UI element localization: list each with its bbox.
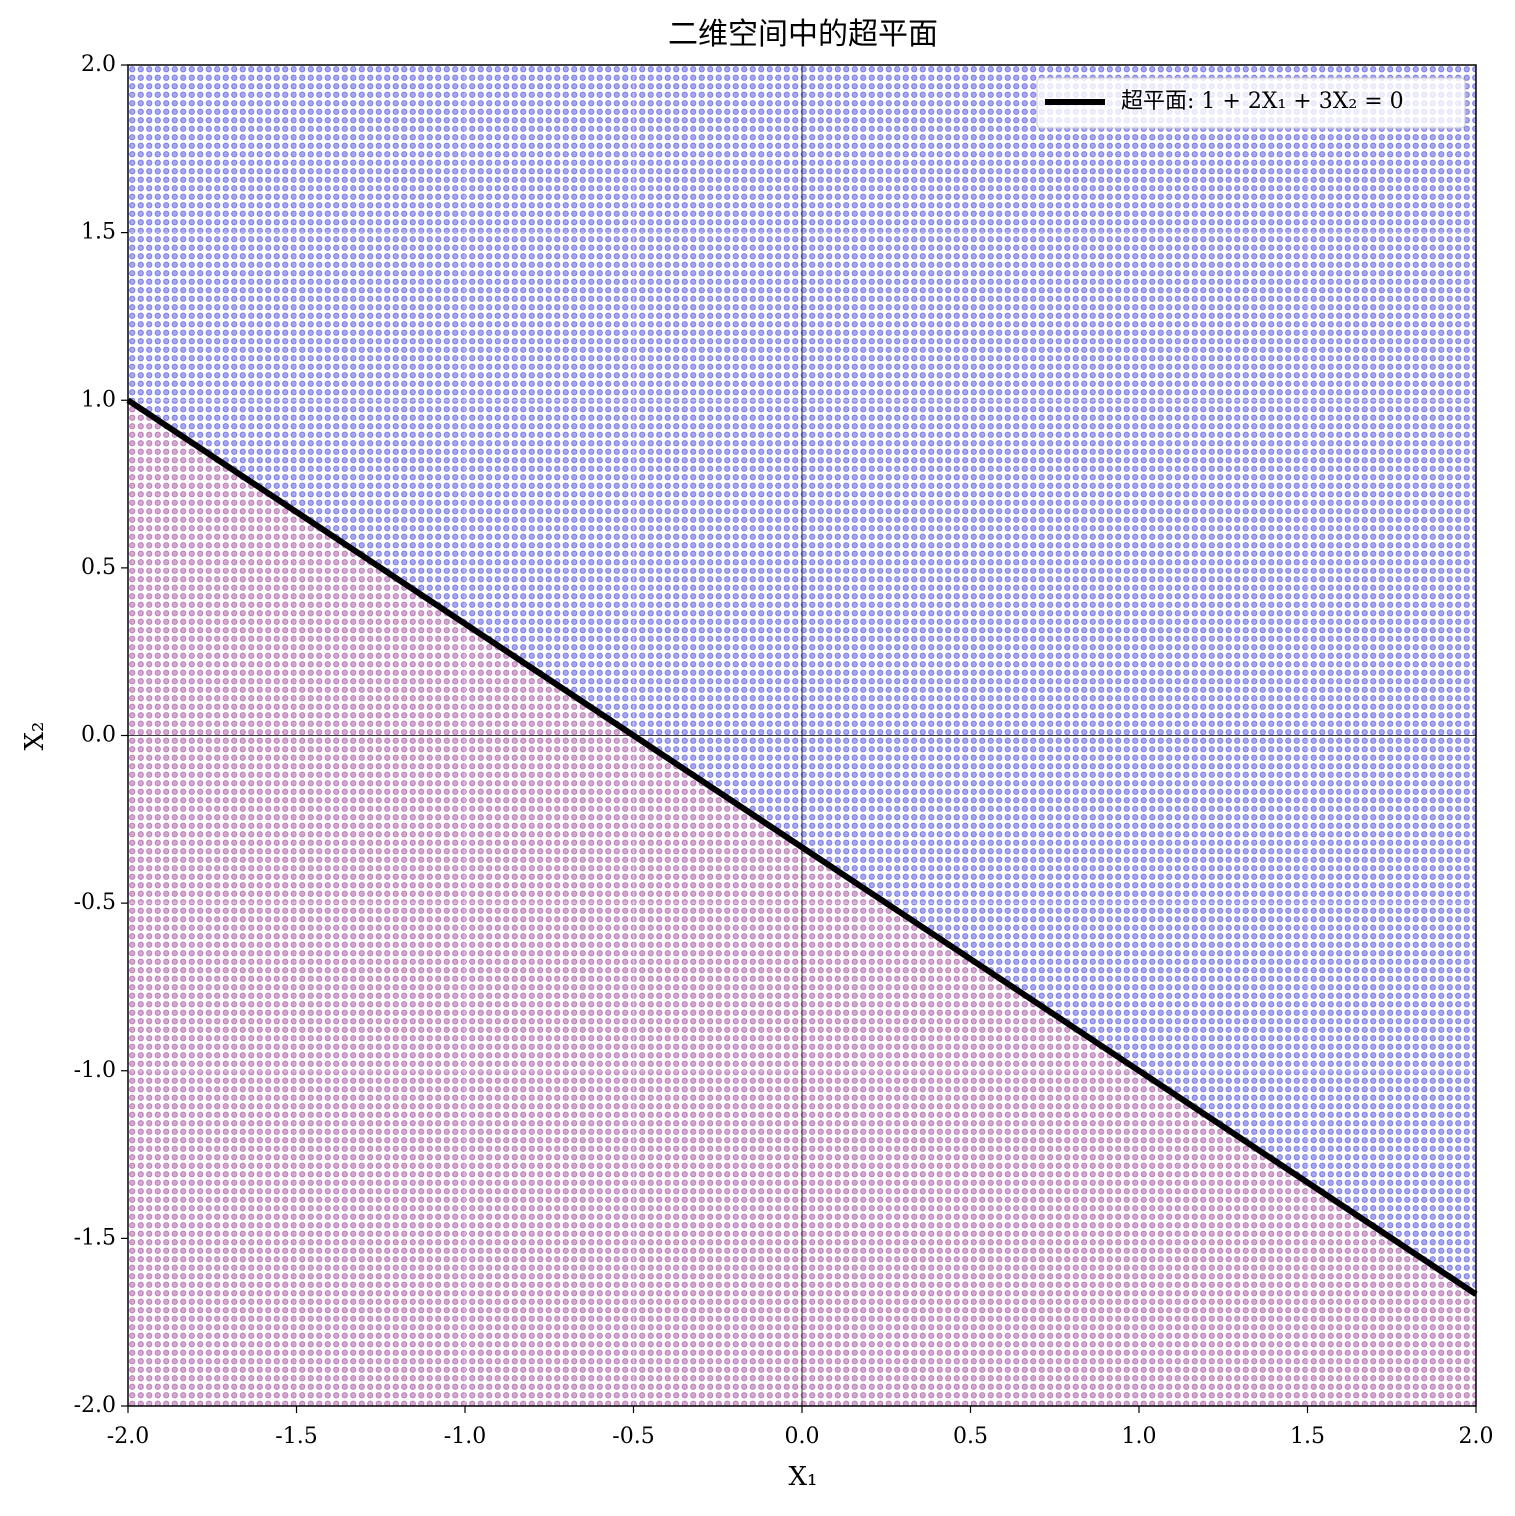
- x-tick-label: -1.5: [275, 1424, 317, 1449]
- legend-label: 超平面: 1 + 2X₁ + 3X₂ = 0: [1121, 89, 1404, 114]
- y-tick-label: 1.0: [81, 387, 116, 412]
- y-tick-label: -2.0: [74, 1393, 116, 1418]
- x-tick-label: 2.0: [1459, 1424, 1494, 1449]
- y-axis-label: X₂: [20, 722, 50, 751]
- line: [126, 397, 1478, 1297]
- plot-frame: [127, 64, 1477, 1407]
- y-tick-label: -1.0: [74, 1058, 116, 1083]
- y-tick-label: -1.5: [74, 1225, 116, 1250]
- y-tick-label: 0.5: [81, 555, 116, 580]
- x-tick-label: 1.0: [1122, 1424, 1157, 1449]
- x-tick-label: 0.0: [785, 1424, 820, 1449]
- y-tick-label: 0.0: [81, 723, 116, 748]
- x-tick-label: -2.0: [107, 1424, 149, 1449]
- x-tick-label: 1.5: [1290, 1424, 1325, 1449]
- legend: 超平面: 1 + 2X₁ + 3X₂ = 0: [1036, 77, 1466, 129]
- y-tick-label: 2.0: [81, 52, 116, 77]
- y-tick-label: 1.5: [81, 220, 116, 245]
- x-tick-label: -0.5: [612, 1424, 654, 1449]
- x-tick-label: 0.5: [953, 1424, 988, 1449]
- x-tick-label: -1.0: [444, 1424, 486, 1449]
- chart-title: 二维空间中的超平面: [668, 17, 938, 52]
- y-tick-label: -0.5: [74, 890, 116, 915]
- legend-box: [1036, 77, 1466, 129]
- x-axis-label: X₁: [789, 1462, 818, 1492]
